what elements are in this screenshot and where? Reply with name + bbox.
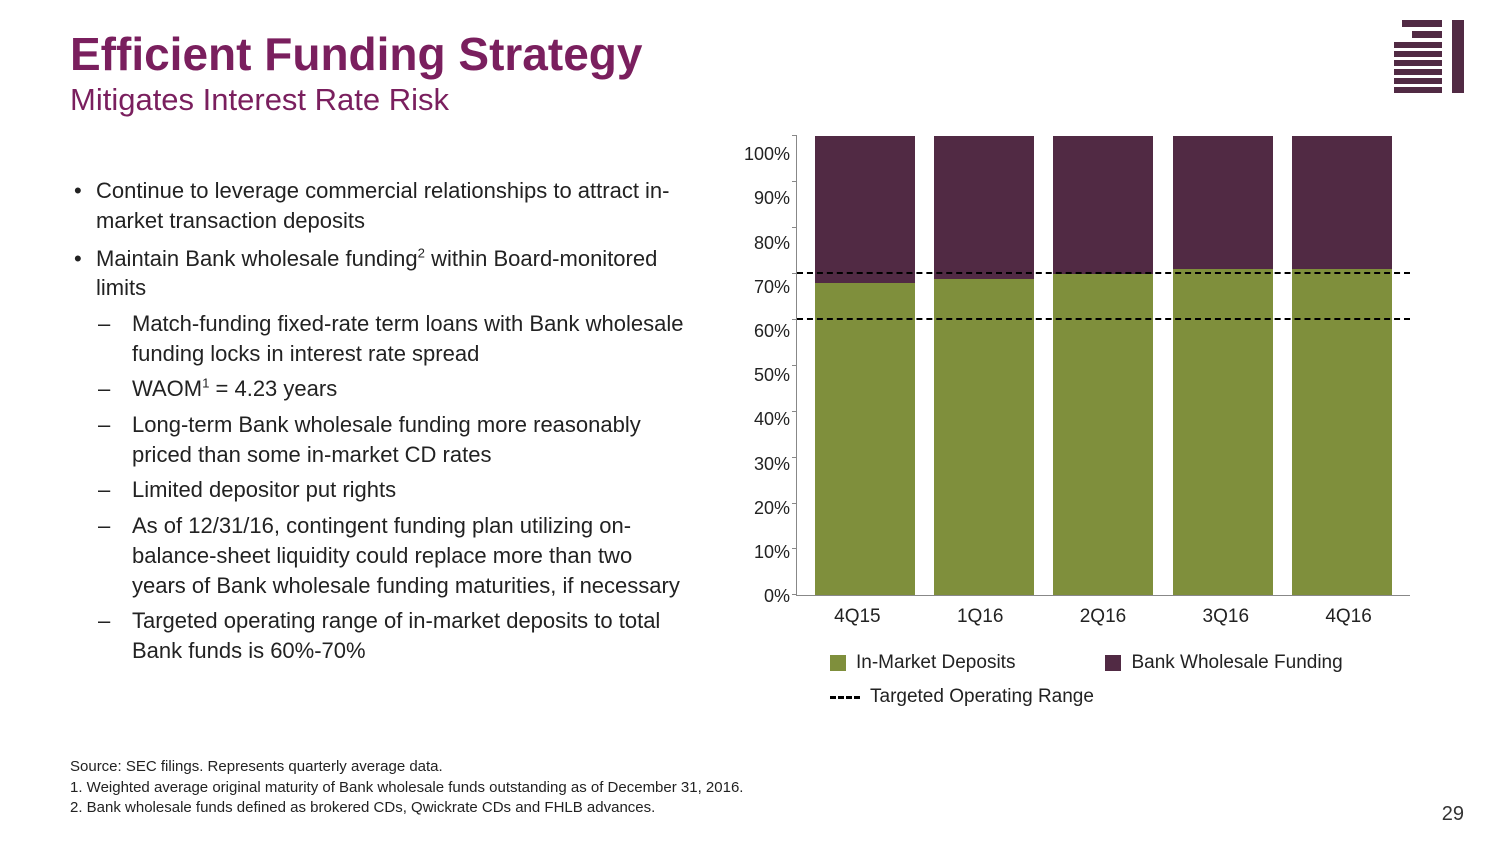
sub-bullet: Limited depositor put rights xyxy=(96,475,690,505)
chart-bar xyxy=(1173,136,1273,595)
legend-swatch xyxy=(830,655,846,671)
footnote-line: 2. Bank wholesale funds defined as broke… xyxy=(70,798,743,818)
bar-segment-top xyxy=(1053,136,1153,274)
legend-label: In-Market Deposits xyxy=(856,652,1015,674)
chart-bar xyxy=(815,136,915,595)
legend-item: Bank Wholesale Funding xyxy=(1105,652,1342,674)
target-range-line xyxy=(797,318,1410,320)
y-tick-label: 70% xyxy=(754,278,790,296)
bar-segment-top xyxy=(934,136,1034,278)
sub-bullet: As of 12/31/16, contingent funding plan … xyxy=(96,511,690,600)
chart-bar xyxy=(934,136,1034,595)
sub-bullet: Match-funding fixed-rate term loans with… xyxy=(96,309,690,368)
bullet-text: Maintain Bank wholesale funding xyxy=(96,246,418,271)
y-tick-label: 90% xyxy=(754,189,790,207)
legend-label: Bank Wholesale Funding xyxy=(1131,652,1342,674)
bar-segment-bottom xyxy=(1053,274,1153,595)
target-range-line xyxy=(797,272,1410,274)
y-tick-label: 80% xyxy=(754,234,790,252)
chart-bar xyxy=(1053,136,1153,595)
bar-segment-bottom xyxy=(815,283,915,595)
chart-bars xyxy=(797,136,1410,595)
page-number: 29 xyxy=(1442,803,1464,826)
footnotes: Source: SEC filings. Represents quarterl… xyxy=(70,757,743,818)
sub-bullet: WAOM1 = 4.23 years xyxy=(96,374,690,404)
x-tick-label: 1Q16 xyxy=(930,606,1030,628)
bar-segment-top xyxy=(1173,136,1273,269)
chart-bar xyxy=(1292,136,1392,595)
funding-mix-chart: 0% 10% 20% 30% 40% 50% 60% 70% 80% 90% 100% 4Q15 1Q… xyxy=(730,136,1410,708)
y-tick-label: 20% xyxy=(754,499,790,517)
y-tick-label: 40% xyxy=(754,410,790,428)
chart-column: 0% 10% 20% 30% 40% 50% 60% 70% 80% 90% 100% 4Q15 1Q… xyxy=(720,136,1434,708)
legend-item: In-Market Deposits xyxy=(830,652,1015,674)
legend-dash-icon xyxy=(830,696,860,699)
y-tick-label: 50% xyxy=(754,366,790,384)
legend-label: Targeted Operating Range xyxy=(870,686,1094,708)
bullet-text: = 4.23 years xyxy=(209,376,337,401)
x-tick-label: 4Q16 xyxy=(1299,606,1399,628)
bar-segment-bottom xyxy=(934,279,1034,596)
x-tick-label: 2Q16 xyxy=(1053,606,1153,628)
superscript: 2 xyxy=(418,245,425,260)
slide-title: Efficient Funding Strategy xyxy=(70,30,1434,78)
bullet-item: Maintain Bank wholesale funding2 within … xyxy=(70,244,690,666)
slide-subtitle: Mitigates Interest Rate Risk xyxy=(70,82,1434,118)
x-tick-label: 3Q16 xyxy=(1176,606,1276,628)
legend-item: Targeted Operating Range xyxy=(830,686,1410,708)
bullet-item: Continue to leverage commercial relation… xyxy=(70,176,690,235)
bullet-text: WAOM xyxy=(132,376,202,401)
footnote-line: Source: SEC filings. Represents quarterl… xyxy=(70,757,743,777)
x-axis-labels: 4Q15 1Q16 2Q16 3Q16 4Q16 xyxy=(730,596,1410,628)
y-tick-label: 30% xyxy=(754,455,790,473)
chart-plot xyxy=(796,136,1410,596)
y-axis: 0%10%20%30%40%50%60%70%80%90%100% xyxy=(730,136,796,596)
y-tick-label: 10% xyxy=(754,543,790,561)
bar-segment-top xyxy=(815,136,915,283)
logo-icon xyxy=(1394,20,1464,105)
x-tick-label: 4Q15 xyxy=(807,606,907,628)
sub-bullet: Long-term Bank wholesale funding more re… xyxy=(96,410,690,469)
chart-legend: In-Market Deposits Bank Wholesale Fundin… xyxy=(730,652,1410,708)
y-tick-label: 0% xyxy=(764,587,790,605)
y-tick-label: 60% xyxy=(754,322,790,340)
bar-segment-top xyxy=(1292,136,1392,269)
legend-swatch xyxy=(1105,655,1121,671)
sub-bullet: Targeted operating range of in-market de… xyxy=(96,606,690,665)
footnote-line: 1. Weighted average original maturity of… xyxy=(70,778,743,798)
bullet-column: Continue to leverage commercial relation… xyxy=(70,136,690,673)
y-tick-label: 100% xyxy=(744,145,790,163)
